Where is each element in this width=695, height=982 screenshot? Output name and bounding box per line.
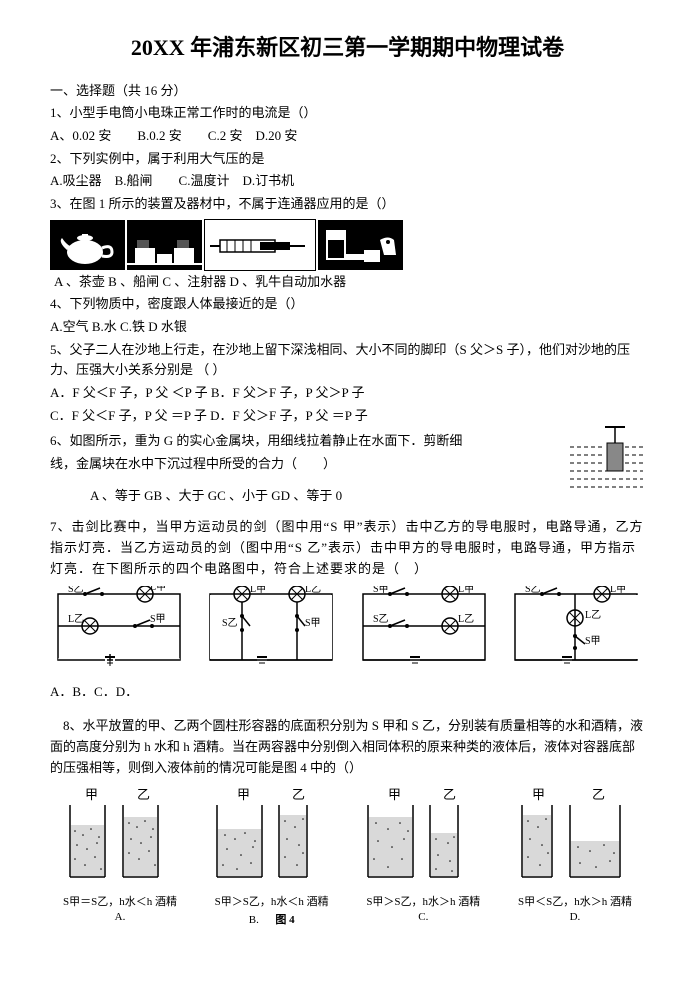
q1-stem: 1、小型手电筒小电珠正常工作时的电流是（） bbox=[50, 103, 645, 124]
q8-label-d: D. bbox=[505, 911, 645, 923]
svg-text:甲: 甲 bbox=[85, 787, 98, 802]
q7-circuit-row: S乙 L甲 L乙 S甲 L甲 L乙 bbox=[50, 586, 645, 676]
q8-cap-c: S甲＞S乙，h水＞h 酒精 bbox=[366, 896, 480, 908]
q3-fig-syringe bbox=[204, 219, 316, 271]
q8-label-a: A. bbox=[50, 911, 190, 923]
q3-options-tail: A 、茶壶 B 、船闸 C 、注射器 D 、乳牛自动加水器 bbox=[54, 271, 346, 290]
svg-text:S乙: S乙 bbox=[68, 586, 84, 595]
svg-text:乙: 乙 bbox=[592, 787, 605, 802]
q7-circuit-b: L甲 L乙 S乙 S甲 bbox=[202, 586, 340, 676]
q8-label-b: B. bbox=[249, 914, 259, 926]
q8-cap-d: S甲＜S乙，h水＞h 酒精 bbox=[518, 896, 632, 908]
svg-text:甲: 甲 bbox=[388, 787, 401, 802]
q7-options: A．B．C．D． bbox=[50, 682, 645, 703]
q5-stem: 5、父子二人在沙地上行走，在沙地上留下深浅相同、大小不同的脚印（S 父＞S 子）… bbox=[50, 340, 645, 382]
q6-options: A 、等于 GB 、大于 GC 、小于 GD 、等于 0 bbox=[90, 486, 557, 507]
q8-figure-row: 甲 乙 bbox=[50, 787, 645, 927]
svg-text:乙: 乙 bbox=[443, 787, 456, 802]
q2-options: A.吸尘器 B.船闸 C.温度计 D.订书机 bbox=[50, 171, 645, 192]
q3-figure-row: A 、茶壶 B 、船闸 C 、注射器 D 、乳牛自动加水器 bbox=[50, 219, 645, 290]
svg-text:L甲: L甲 bbox=[250, 586, 266, 595]
svg-text:L甲: L甲 bbox=[610, 586, 626, 595]
svg-text:L甲: L甲 bbox=[150, 586, 166, 593]
svg-text:S乙: S乙 bbox=[525, 586, 541, 595]
q3-fig-teapot bbox=[50, 220, 125, 270]
svg-text:甲: 甲 bbox=[532, 787, 545, 802]
q3-fig-waterer bbox=[318, 220, 403, 270]
q2-stem: 2、下列实例中，属于利用大气压的是 bbox=[50, 149, 645, 170]
svg-text:S甲: S甲 bbox=[373, 586, 389, 595]
q8-col-d: 甲 乙 S甲＜S乙，h水＞h 酒 bbox=[505, 787, 645, 927]
svg-text:S甲: S甲 bbox=[305, 618, 321, 629]
svg-text:S乙: S乙 bbox=[373, 613, 389, 625]
svg-text:乙: 乙 bbox=[137, 787, 150, 802]
q8-cap-b: S甲＞S乙，h水＜h 酒精 bbox=[215, 896, 329, 908]
section-1-heading: 一、选择题（共 16 分） bbox=[50, 80, 645, 99]
q8-col-b: 甲 乙 S bbox=[202, 787, 342, 927]
svg-text:L乙: L乙 bbox=[585, 609, 601, 621]
q7-circuit-d: S乙 L甲 L乙 S甲 bbox=[507, 586, 645, 676]
svg-text:S甲: S甲 bbox=[585, 636, 601, 647]
q8-label-mid: 图 4 bbox=[275, 914, 294, 926]
q4-options: A.空气 B.水 C.铁 D 水银 bbox=[50, 317, 645, 338]
q5-line-b: C．F 父＜F 子，P 父 ＝P 子 D．F 父＞F 子，P 父 ＝P 子 bbox=[50, 406, 645, 427]
svg-text:L乙: L乙 bbox=[68, 613, 84, 625]
q6-line1: 6、如图所示，重为 G 的实心金属块，用细线拉着静止在水面下．剪断细 bbox=[50, 431, 557, 452]
q8-col-c: 甲 乙 S bbox=[353, 787, 493, 927]
svg-text:甲: 甲 bbox=[237, 787, 250, 802]
q8-col-a: 甲 乙 bbox=[50, 787, 190, 927]
q3-stem: 3、在图 1 所示的装置及器材中，不属于连通器应用的是（） bbox=[50, 194, 645, 215]
svg-text:L甲: L甲 bbox=[458, 586, 474, 595]
q4-stem: 4、下列物质中，密度跟人体最接近的是（） bbox=[50, 294, 645, 315]
svg-text:L乙: L乙 bbox=[305, 586, 321, 595]
q7-circuit-c: S甲 L甲 S乙 L乙 bbox=[355, 586, 493, 676]
q1-options: A、0.02 安 B.0.2 安 C.2 安 D.20 安 bbox=[50, 126, 645, 147]
svg-text:L乙: L乙 bbox=[458, 613, 474, 625]
page-title: 20XX 年浦东新区初三第一学期期中物理试卷 bbox=[50, 30, 645, 62]
svg-text:S甲: S甲 bbox=[150, 614, 166, 625]
q6-line2: 线，金属块在水中下沉过程中所受的合力（ ） bbox=[50, 454, 557, 475]
q8-label-c: C. bbox=[353, 911, 493, 923]
q3-fig-lock bbox=[127, 220, 202, 270]
q8-stem: 8、水平放置的甲、乙两个圆柱形容器的底面积分别为 S 甲和 S 乙，分别装有质量… bbox=[50, 716, 645, 778]
q6-wrapper: 6、如图所示，重为 G 的实心金属块，用细线拉着静止在水面下．剪断细 线，金属块… bbox=[50, 429, 645, 509]
q7-stem: 7、击剑比赛中，当甲方运动员的剑（图中用“S 甲”表示）击中乙方的导电服时，电路… bbox=[50, 517, 645, 579]
q7-circuit-a: S乙 L甲 L乙 S甲 bbox=[50, 586, 188, 676]
q8-cap-a: S甲＝S乙，h水＜h 酒精 bbox=[63, 896, 177, 908]
exam-page: 20XX 年浦东新区初三第一学期期中物理试卷 一、选择题（共 16 分） 1、小… bbox=[0, 0, 695, 947]
svg-text:乙: 乙 bbox=[292, 787, 305, 802]
svg-text:S乙: S乙 bbox=[222, 617, 238, 629]
q5-line-a: A．F 父＜F 子，P 父 ＜P 子 B．F 父＞F 子，P 父＞P 子 bbox=[50, 383, 645, 404]
q6-figure bbox=[565, 425, 645, 495]
